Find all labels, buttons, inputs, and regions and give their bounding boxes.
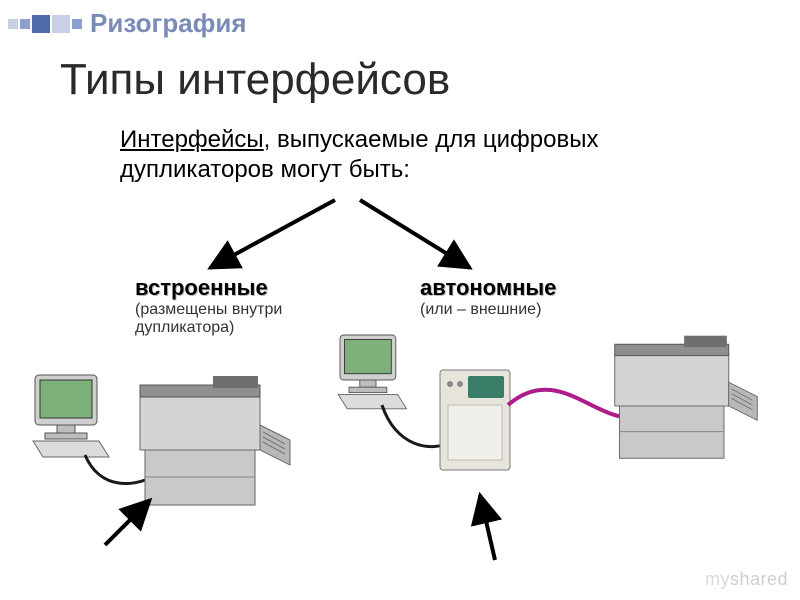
header-square <box>52 15 70 33</box>
cable-left <box>85 455 165 484</box>
monitor-icon <box>33 375 109 457</box>
duplicator-icon <box>140 376 290 505</box>
branch-builtin-sub: (размещены внутри дупликатора) <box>135 301 365 337</box>
branch-standalone: автономные (или – внешние) <box>420 275 650 319</box>
header-ornament: Ризография <box>8 8 247 39</box>
header-label: Ризография <box>90 8 247 39</box>
header-square <box>8 19 18 29</box>
duplicator-icon <box>615 336 758 459</box>
watermark-part2: shared <box>730 569 788 589</box>
branch-standalone-sub: (или – внешние) <box>420 301 650 319</box>
cable-right-magenta <box>508 390 640 417</box>
header-square <box>72 19 82 29</box>
ground-arrow-right <box>480 495 495 560</box>
branch-builtin: встроенные (размещены внутри дупликатора… <box>135 275 365 337</box>
ground-arrow-left <box>105 500 150 545</box>
monitor-icon <box>338 335 406 409</box>
fork-arrow-right <box>360 200 470 268</box>
branch-standalone-title: автономные <box>420 275 650 301</box>
fork-arrow-left <box>210 200 335 268</box>
intro-underlined: Интерфейсы <box>120 126 264 153</box>
slide-title: Типы интерфейсов <box>60 55 450 105</box>
intro-text: Интерфейсы, выпускаемые для цифровых дуп… <box>120 125 680 185</box>
cable-right-black <box>382 405 455 447</box>
branch-builtin-title: встроенные <box>135 275 365 301</box>
watermark: myshared <box>705 569 788 590</box>
watermark-part1: my <box>705 569 730 589</box>
header-square <box>32 15 50 33</box>
external-box-icon <box>440 370 510 470</box>
header-square <box>20 19 30 29</box>
